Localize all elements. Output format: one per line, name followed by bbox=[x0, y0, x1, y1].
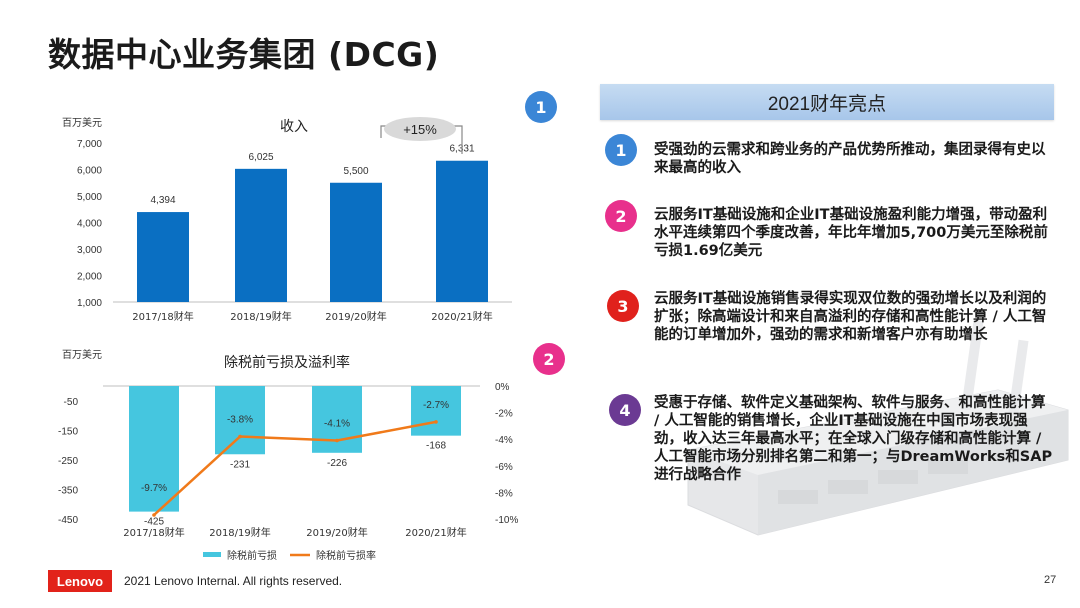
chart1-ytick-label: 2,000 bbox=[77, 272, 102, 283]
revenue-bar bbox=[235, 168, 287, 302]
revenue-value-label: 6,025 bbox=[248, 152, 273, 163]
chart1-ytick-label: 3,000 bbox=[77, 245, 102, 256]
loss-rate-point bbox=[238, 434, 242, 439]
chart2-unit-label: 百万美元 bbox=[62, 348, 102, 361]
loss-rate-label: -9.7% bbox=[141, 483, 167, 494]
revenue-bar bbox=[436, 160, 488, 302]
charts-area: 百万美元 收入 1,000 2,000 3,000 4,000 5,000 6,000 7,… bbox=[58, 116, 518, 562]
loss-rate-label: -2.7% bbox=[423, 400, 449, 411]
chart2-marker: 2 bbox=[533, 343, 565, 375]
chart2-right-tick-label: -6% bbox=[495, 462, 513, 473]
highlight-3-text: 云服务IT基础设施销售录得实现双位数的强劲增长以及利润的扩张；除高端设计和来自高… bbox=[654, 291, 1047, 343]
highlight-1-text: 受强劲的云需求和跨业务的产品优势所推动，集团录得有史以来最高的收入 bbox=[654, 142, 1046, 176]
revenue-chart: 百万美元 收入 1,000 2,000 3,000 4,000 5,000 6,000 7,… bbox=[62, 116, 512, 323]
highlight-4-text: 受惠于存储、软件定义基础架构、软件与服务、和高性能计算 / 人工智能的销售增长，… bbox=[654, 395, 1053, 483]
chart2-left-tick-label: -350 bbox=[58, 485, 78, 496]
legend-label-loss: 除税前亏损 bbox=[227, 549, 277, 562]
growth-annotation: +15% bbox=[403, 122, 437, 137]
slide-title: 数据中心业务集团 (DCG) bbox=[48, 35, 440, 74]
page-number: 27 bbox=[1044, 574, 1057, 586]
loss-bar bbox=[215, 386, 265, 455]
chart1-unit-label: 百万美元 bbox=[62, 116, 102, 129]
lenovo-logo: Lenovo bbox=[48, 570, 112, 592]
highlight-1-badge: 1 bbox=[605, 134, 637, 166]
highlights-header: 2021财年亮点 bbox=[600, 84, 1054, 120]
chart1-marker: 1 bbox=[525, 91, 557, 123]
chart1-category-label: 2017/18财年 bbox=[132, 310, 194, 323]
highlight-4-badge: 4 bbox=[609, 394, 641, 426]
loss-rate-point bbox=[152, 513, 156, 517]
chart2-left-tick-label: -50 bbox=[64, 397, 79, 408]
chart1-ytick-label: 7,000 bbox=[77, 139, 102, 150]
chart2-right-tick-label: -2% bbox=[495, 409, 513, 420]
chart2-category-label: 2018/19财年 bbox=[209, 526, 271, 539]
chart1-category-label: 2019/20财年 bbox=[325, 310, 387, 323]
legend-swatch-loss bbox=[203, 552, 221, 557]
loss-rate-point bbox=[434, 420, 438, 424]
loss-value-label: -226 bbox=[327, 458, 347, 469]
chart2-category-label: 2019/20财年 bbox=[306, 526, 368, 539]
revenue-value-label: 5,500 bbox=[343, 166, 368, 177]
chart2-title: 除税前亏损及溢利率 bbox=[224, 354, 350, 371]
revenue-bar bbox=[330, 182, 382, 302]
server-image bbox=[687, 319, 1069, 536]
loss-rate-line bbox=[153, 420, 437, 516]
loss-bar bbox=[411, 386, 461, 436]
chart2-right-tick-label: -4% bbox=[495, 435, 513, 446]
chart2-left-tick-label: -250 bbox=[58, 456, 78, 467]
chart1-title: 收入 bbox=[280, 119, 308, 135]
chart1-ytick-label: 5,000 bbox=[77, 192, 102, 203]
chart2-right-tick-label: 0% bbox=[495, 382, 510, 393]
chart1-category-label: 2018/19财年 bbox=[230, 310, 292, 323]
loss-value-label: -231 bbox=[230, 459, 250, 470]
chart2-category-label: 2017/18财年 bbox=[123, 526, 185, 539]
chart2-legend: 除税前亏损 除税前亏损率 bbox=[203, 549, 376, 562]
chart2-left-tick-label: -450 bbox=[58, 515, 78, 526]
loss-value-label: -425 bbox=[144, 517, 164, 528]
revenue-bar bbox=[137, 212, 189, 302]
loss-chart: 百万美元 除税前亏损及溢利率 -50 -150 -250 -350 -450 0% -2%… bbox=[58, 348, 518, 562]
chart1-category-label: 2020/21财年 bbox=[431, 310, 493, 323]
footer-copyright: 2021 Lenovo Internal. All rights reserve… bbox=[124, 574, 343, 588]
chart1-ytick-label: 4,000 bbox=[77, 219, 102, 230]
chart1-ytick-label: 6,000 bbox=[77, 166, 102, 177]
highlight-2-text: 云服务IT基础设施和企业IT基础设施盈利能力增强，带动盈利水平连续第四个季度改善… bbox=[654, 207, 1048, 259]
chart2-category-label: 2020/21财年 bbox=[405, 526, 467, 539]
highlight-3-badge: 3 bbox=[607, 290, 639, 322]
revenue-value-label: 4,394 bbox=[150, 195, 175, 206]
loss-value-label: -168 bbox=[426, 441, 446, 452]
chart2-left-tick-label: -150 bbox=[58, 426, 78, 437]
chart1-ytick-label: 1,000 bbox=[77, 298, 102, 309]
chart2-right-tick-label: -10% bbox=[495, 515, 518, 526]
highlight-2-badge: 2 bbox=[605, 200, 637, 232]
loss-bar bbox=[129, 386, 179, 512]
loss-rate-label: -4.1% bbox=[324, 419, 350, 430]
loss-rate-point bbox=[335, 438, 339, 443]
growth-badge bbox=[384, 117, 456, 141]
chart2-right-tick-label: -8% bbox=[495, 488, 513, 499]
legend-label-rate: 除税前亏损率 bbox=[316, 549, 376, 562]
loss-rate-label: -3.8% bbox=[227, 415, 253, 426]
